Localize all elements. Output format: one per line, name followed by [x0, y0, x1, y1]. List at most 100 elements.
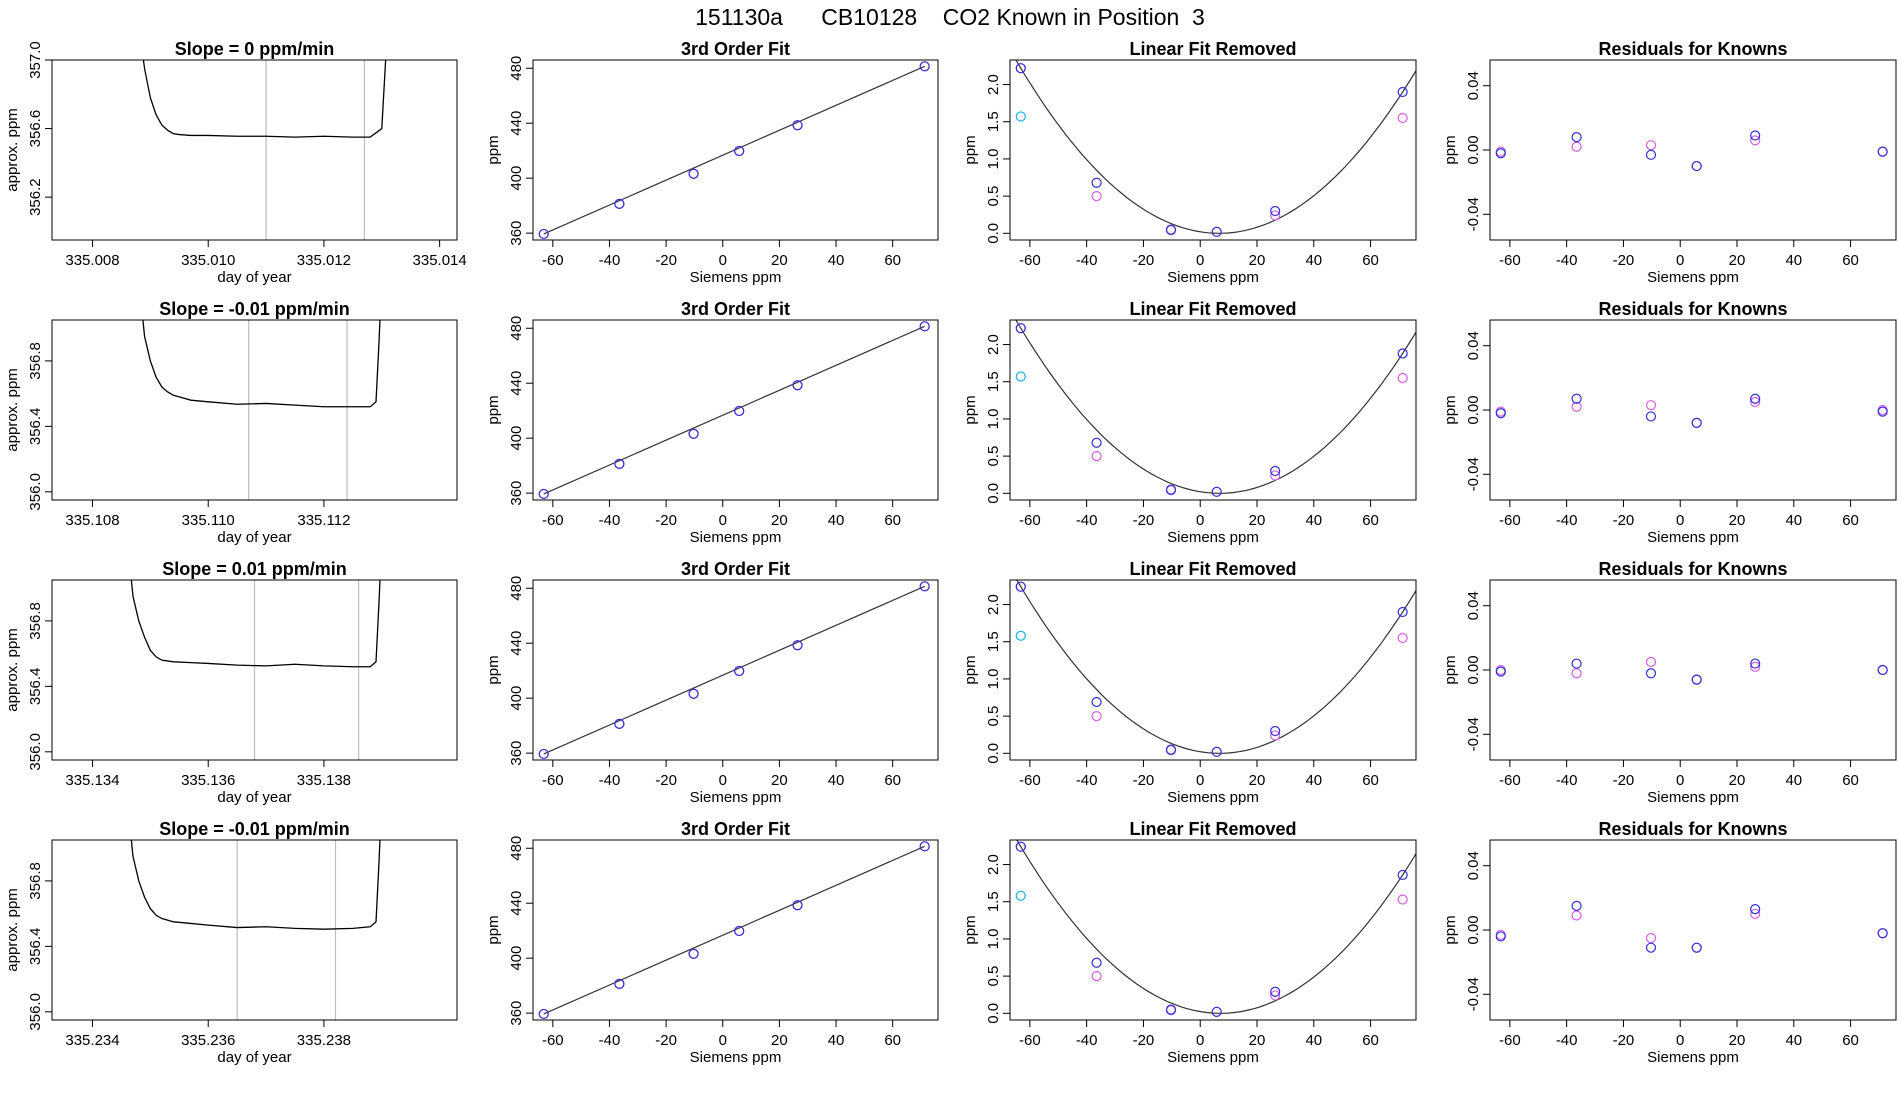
data-point-magenta: [1397, 112, 1408, 124]
data-point-blue: [1211, 486, 1222, 497]
panel-3-0: [45, 839, 458, 1027]
x-tick-label: -60: [1019, 772, 1041, 789]
data-point-blue: [792, 900, 803, 911]
x-tick-label: 20: [1729, 1032, 1746, 1049]
y-tick-label: 356.0: [27, 993, 44, 1031]
data-point-blue: [1495, 666, 1506, 677]
data-point-magenta: [1397, 372, 1408, 384]
y-tick-label: 400: [508, 166, 525, 191]
x-tick-label: -20: [1133, 772, 1155, 789]
panel-frame: [51, 579, 458, 761]
data-point-blue: [614, 718, 625, 729]
x-tick-label: 335.108: [65, 512, 119, 529]
data-point-blue: [1877, 406, 1888, 417]
data-point-blue: [1397, 86, 1408, 98]
y-tick-label: 0.04: [1465, 71, 1482, 100]
y-tick-label: 360: [508, 1001, 525, 1026]
panel-1-1: [526, 319, 939, 507]
data-point-magenta: [1270, 990, 1281, 1001]
y-tick-label: 440: [508, 111, 525, 136]
data-point-blue: [1691, 942, 1702, 953]
y-tick-label: 356.8: [27, 862, 44, 900]
x-tick-label: 335.236: [181, 1032, 235, 1049]
y-tick-label: 0.0: [985, 1003, 1002, 1024]
data-point-blue: [1015, 581, 1026, 592]
panel-frame: [532, 839, 939, 1021]
x-tick-label: -20: [1133, 1032, 1155, 1049]
x-tick-label: 0: [719, 772, 727, 789]
y-tick-label: 0.04: [1465, 851, 1482, 880]
data-point-magenta: [1091, 451, 1102, 462]
data-point-cyan: [1015, 630, 1026, 641]
y-tick-label: 356.0: [27, 473, 44, 511]
x-tick-label: -20: [1613, 772, 1635, 789]
x-tick-label: 335.112: [297, 512, 350, 529]
data-point-magenta: [1750, 661, 1761, 672]
data-point-blue: [1750, 393, 1761, 404]
series-line: [142, 60, 387, 138]
data-point-blue: [1397, 869, 1408, 881]
panel-3-1: [526, 839, 939, 1027]
x-tick-label: 20: [1249, 512, 1266, 529]
data-point-blue: [688, 428, 699, 439]
x-tick-label: 335.234: [65, 1032, 119, 1049]
x-tick-label: -60: [1019, 512, 1041, 529]
y-tick-label: 1.5: [985, 111, 1002, 132]
data-point-blue: [1270, 725, 1281, 737]
x-axis-label: Siemens ppm: [1647, 529, 1739, 546]
x-tick-label: 40: [828, 1032, 845, 1049]
x-tick-label: 20: [1729, 772, 1746, 789]
y-tick-label: 480: [508, 316, 525, 341]
y-tick-label: -0.04: [1465, 457, 1482, 491]
panel-1-0: [45, 319, 458, 507]
x-tick-label: -20: [1613, 252, 1635, 269]
data-point-blue: [734, 665, 745, 677]
x-tick-label: 335.134: [65, 772, 119, 789]
y-tick-label: 356.4: [27, 408, 44, 446]
panel-title: Linear Fit Removed: [1129, 39, 1296, 59]
y-axis-label: approx. ppm: [4, 108, 21, 191]
y-axis-label: ppm: [962, 135, 979, 164]
x-tick-label: 0: [1196, 512, 1204, 529]
x-tick-label: -40: [1076, 252, 1098, 269]
x-axis-label: Siemens ppm: [1647, 269, 1739, 286]
y-tick-label: 356.8: [27, 342, 44, 380]
y-axis-label: ppm: [1442, 135, 1459, 164]
x-axis-label: day of year: [217, 789, 291, 806]
x-tick-label: -20: [655, 512, 677, 529]
x-tick-label: 60: [1362, 512, 1379, 529]
x-axis-label: Siemens ppm: [690, 529, 782, 546]
data-point-magenta: [1645, 656, 1657, 668]
x-axis-label: Siemens ppm: [690, 269, 782, 286]
data-point-blue: [1091, 437, 1102, 448]
x-tick-label: -20: [1613, 512, 1635, 529]
x-tick-label: -60: [1499, 512, 1521, 529]
data-point-magenta: [1091, 191, 1102, 202]
data-point-blue: [1645, 668, 1657, 679]
fit-curve: [1016, 580, 1416, 754]
y-tick-label: 360: [508, 221, 525, 246]
data-point-blue: [1571, 132, 1582, 143]
y-tick-label: 356.0: [27, 733, 44, 771]
panel-1-2: [1003, 319, 1417, 507]
panel-0-0: [45, 59, 458, 247]
y-tick-label: 1.0: [985, 148, 1002, 169]
data-point-blue: [1691, 417, 1702, 428]
y-axis-label: approx. ppm: [4, 628, 21, 711]
panel-frame: [532, 59, 939, 241]
x-axis-label: Siemens ppm: [1647, 789, 1739, 806]
x-tick-label: -60: [1499, 252, 1521, 269]
y-tick-label: 1.5: [985, 631, 1002, 652]
x-tick-label: -40: [1076, 1032, 1098, 1049]
data-point-magenta: [1571, 668, 1582, 679]
data-point-blue: [1645, 942, 1657, 953]
data-point-cyan: [1015, 371, 1026, 382]
x-tick-label: 20: [1249, 772, 1266, 789]
data-point-blue: [1270, 986, 1281, 997]
y-tick-label: 0.04: [1465, 591, 1482, 620]
panel-frame: [1489, 59, 1897, 241]
x-tick-label: 0: [1676, 772, 1684, 789]
x-tick-label: 40: [1305, 772, 1322, 789]
y-tick-label: 0.0: [985, 483, 1002, 504]
